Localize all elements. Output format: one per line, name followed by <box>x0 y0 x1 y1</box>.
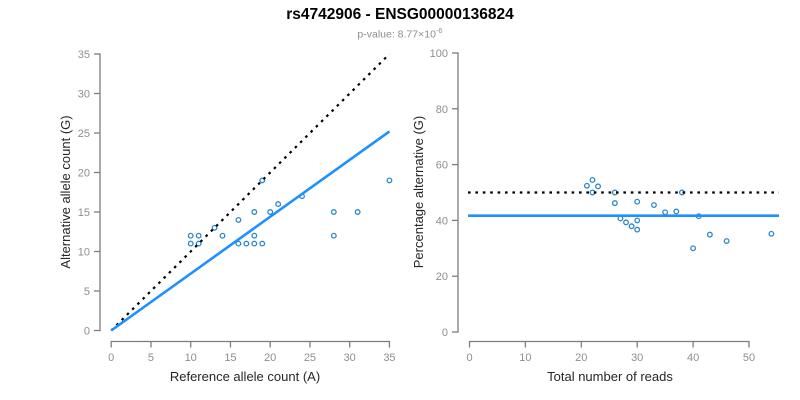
data-point <box>634 198 641 205</box>
y-tick-label: 5 <box>84 286 90 298</box>
data-point <box>673 208 680 215</box>
data-point <box>251 232 258 239</box>
data-point <box>243 240 250 247</box>
y-tick-label: 35 <box>78 49 90 61</box>
data-point <box>595 183 602 190</box>
data-point <box>330 232 337 239</box>
x-tick-label: 10 <box>519 352 531 364</box>
y-tick-label: 15 <box>78 207 90 219</box>
data-point <box>634 226 641 233</box>
x-tick-label: 20 <box>264 352 276 364</box>
x-tick-label: 50 <box>743 352 755 364</box>
x-tick-label: 0 <box>108 352 114 364</box>
data-point <box>259 177 266 184</box>
data-point <box>623 219 629 226</box>
y-tick-label: 100 <box>430 48 448 60</box>
x-tick-label: 10 <box>185 352 197 364</box>
x-tick-label: 30 <box>631 352 643 364</box>
left-plot: 0 5 10 15 20 25 30 35 0 5 10 15 20 25 30 35 <box>78 49 396 364</box>
y-tick-label: 0 <box>84 326 90 338</box>
data-point <box>195 240 202 247</box>
y-tick-label: 80 <box>436 104 448 116</box>
data-point <box>651 202 657 209</box>
data-point <box>219 232 226 239</box>
y-tick-label: 10 <box>78 247 90 259</box>
x-tick-label: 40 <box>687 352 699 364</box>
data-point <box>187 240 194 247</box>
data-point <box>386 177 393 184</box>
y-tick-label: 0 <box>442 327 448 339</box>
data-point <box>251 240 258 247</box>
data-point <box>187 232 194 239</box>
right-plot-yaxis-title: Percentage alternative (G) <box>411 115 426 269</box>
data-point <box>330 209 337 215</box>
data-point <box>354 209 361 215</box>
data-point <box>662 209 669 216</box>
y-tick-label: 20 <box>436 271 448 283</box>
data-point <box>723 238 730 244</box>
y-tick-label: 60 <box>436 160 448 172</box>
pvalue-text: p-value: 8.77×10 <box>357 28 436 41</box>
data-point <box>211 224 218 231</box>
fit-line <box>110 130 391 332</box>
right-plot-xaxis-title: Total number of reads <box>547 369 673 384</box>
data-point <box>589 176 596 183</box>
right-plot: 0 10 20 30 40 50 0 20 40 60 80 100 <box>430 48 779 364</box>
data-point <box>251 209 258 215</box>
x-tick-label: 30 <box>344 352 356 364</box>
y-tick-label: 25 <box>78 128 90 140</box>
data-point <box>267 209 274 215</box>
data-point <box>275 201 282 208</box>
x-tick-label: 35 <box>383 352 395 364</box>
x-tick-label: 25 <box>304 352 316 364</box>
left-plot-yaxis-title: Alternative allele count (G) <box>58 115 73 269</box>
figure-title: rs4742906 - ENSG00000136824 <box>286 6 514 23</box>
x-tick-label: 20 <box>575 352 587 364</box>
data-point <box>235 240 242 247</box>
identity-line <box>110 53 391 332</box>
data-point <box>195 232 202 239</box>
figure-subtitle: p-value: 8.77×10-6 <box>0 26 800 41</box>
data-point <box>235 216 242 223</box>
y-tick-label: 40 <box>436 215 448 227</box>
pvalue-exponent: -6 <box>435 26 443 35</box>
data-point <box>706 231 713 238</box>
data-point <box>259 240 266 247</box>
x-tick-label: 0 <box>466 352 472 364</box>
y-tick-label: 20 <box>78 168 90 180</box>
data-point <box>583 182 590 189</box>
data-point <box>690 245 697 252</box>
y-tick-label: 30 <box>78 89 90 101</box>
x-tick-label: 5 <box>148 352 154 364</box>
data-point <box>611 200 618 207</box>
data-point <box>628 223 635 230</box>
data-point <box>768 230 775 237</box>
left-plot-xaxis-title: Reference allele count (A) <box>169 369 321 384</box>
x-tick-label: 15 <box>224 352 236 364</box>
data-point <box>634 217 641 224</box>
